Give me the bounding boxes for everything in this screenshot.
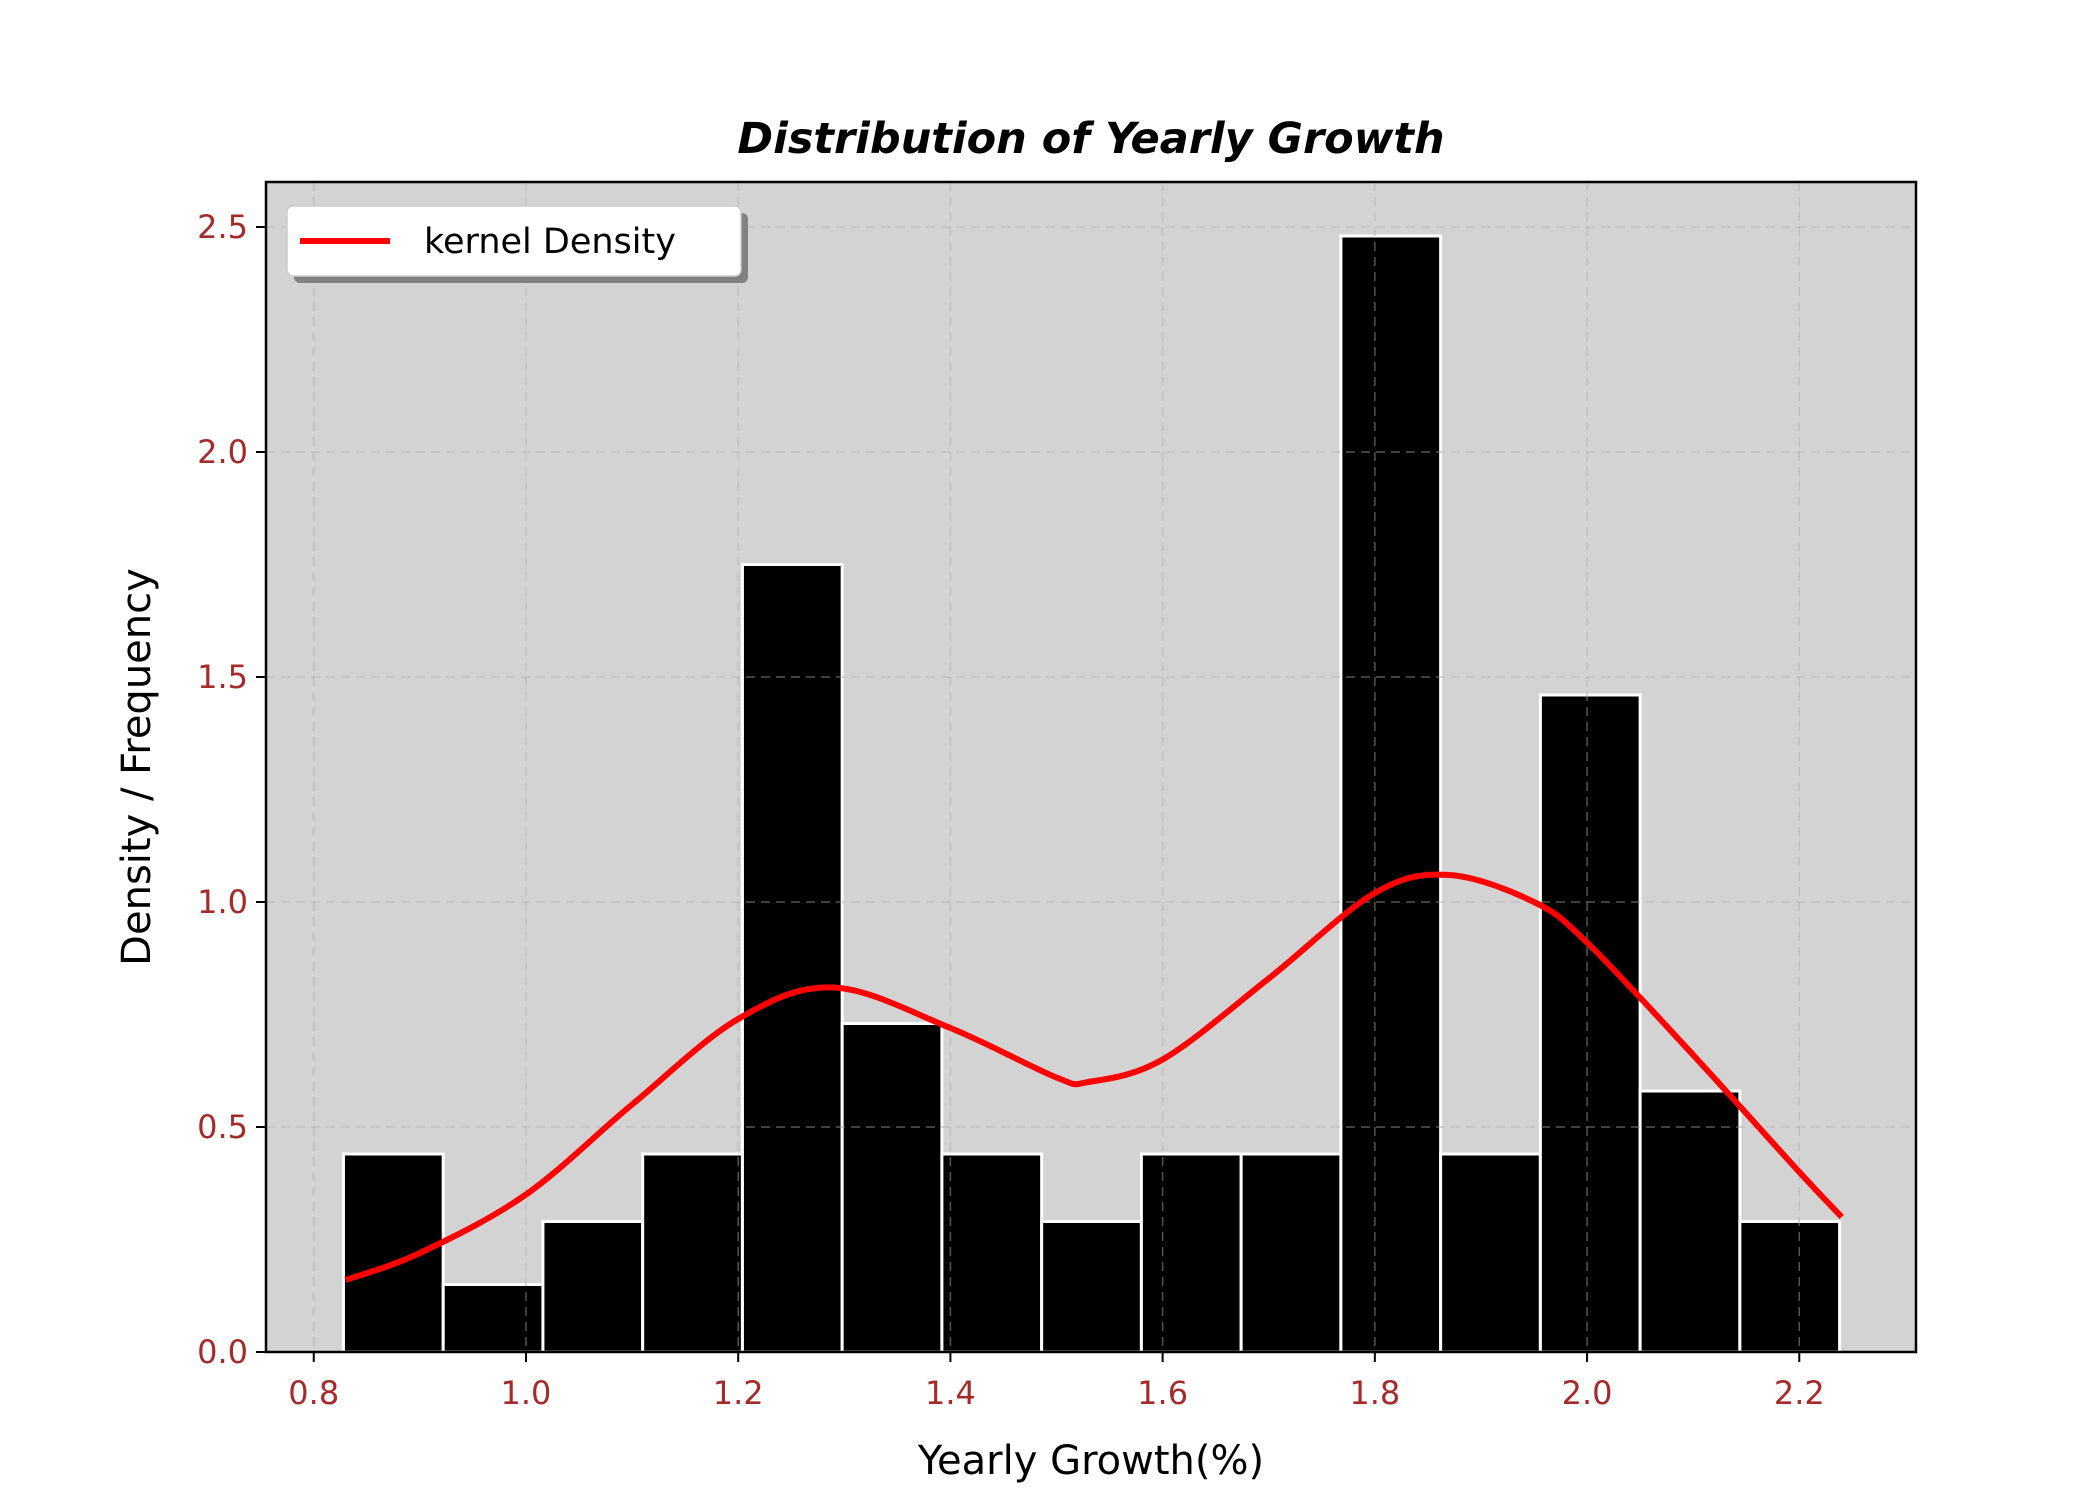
histogram-bar [1040, 1220, 1143, 1354]
y-tick-label: 1.0 [197, 883, 248, 921]
histogram-bar [1638, 1089, 1742, 1354]
histogram-bar [641, 1152, 744, 1354]
y-tick-label: 1.5 [197, 658, 248, 696]
x-tick-label: 1.0 [501, 1374, 552, 1412]
x-tick-label: 2.0 [1562, 1374, 1613, 1412]
y-tick-label: 0.5 [197, 1108, 248, 1146]
histogram-bar [1139, 1152, 1243, 1354]
y-tick-label: 0.0 [197, 1333, 248, 1371]
histogram-bar [341, 1152, 445, 1354]
histogram-bars [341, 234, 1842, 1354]
histogram-bar [740, 563, 844, 1354]
histogram-bar [1339, 234, 1443, 1354]
histogram-bar [940, 1152, 1044, 1354]
y-axis-label: Density / Frequency [114, 568, 160, 966]
histogram-bar [1439, 1152, 1542, 1354]
x-tick-label: 1.6 [1137, 1374, 1188, 1412]
legend-label-kde: kernel Density [424, 222, 676, 262]
kde-curve [344, 871, 1844, 1283]
histogram-bar [1239, 1152, 1343, 1354]
x-tick-label: 1.4 [925, 1374, 976, 1412]
x-axis-label: Yearly Growth(%) [917, 1438, 1264, 1484]
y-axis-ticks: 0.0 0.5 1.0 1.5 2.0 2.5 [197, 208, 266, 1371]
plot-frame [264, 180, 1918, 1354]
histogram-bar [441, 1283, 545, 1354]
x-axis-ticks: 0.8 1.0 1.2 1.4 1.6 1.8 2.0 2.2 [288, 1352, 1825, 1412]
x-tick-label: 1.2 [713, 1374, 764, 1412]
histogram-bar [541, 1220, 645, 1354]
y-tick-label: 2.0 [197, 433, 248, 471]
histogram-bar [1738, 1220, 1842, 1354]
histogram-bar [1538, 693, 1642, 1354]
legend-box [286, 205, 742, 277]
chart-title: Distribution of Yearly Growth [737, 114, 1444, 164]
x-tick-label: 1.8 [1349, 1374, 1400, 1412]
histogram-bar [840, 1022, 944, 1354]
y-tick-label: 2.5 [197, 208, 248, 246]
x-tick-label: 0.8 [288, 1374, 339, 1412]
legend: kernel Density [286, 205, 748, 283]
x-tick-label: 2.2 [1774, 1374, 1825, 1412]
